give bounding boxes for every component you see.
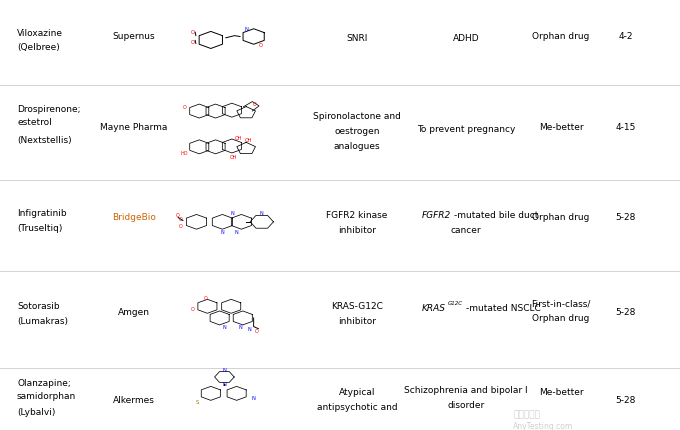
Text: Me-better: Me-better	[539, 123, 583, 131]
Text: (Lybalvi): (Lybalvi)	[17, 408, 55, 416]
Text: 5-28: 5-28	[615, 396, 636, 404]
Text: BridgeBio: BridgeBio	[112, 213, 156, 221]
Text: O: O	[190, 30, 194, 35]
Text: N: N	[260, 210, 264, 215]
Text: inhibitor: inhibitor	[338, 226, 376, 234]
Text: Amgen: Amgen	[118, 307, 150, 316]
Text: Supernus: Supernus	[113, 32, 155, 41]
Text: Schizophrenia and bipolar I: Schizophrenia and bipolar I	[404, 385, 528, 393]
Text: N: N	[222, 324, 226, 329]
Text: (Qelbree): (Qelbree)	[17, 43, 60, 52]
Text: G12C: G12C	[447, 301, 462, 306]
Text: O: O	[204, 295, 208, 300]
Text: Orphan drug: Orphan drug	[532, 314, 590, 322]
Text: O: O	[190, 40, 194, 45]
Text: Olanzapine;: Olanzapine;	[17, 378, 71, 387]
Text: inhibitor: inhibitor	[338, 316, 376, 325]
Text: oestrogen: oestrogen	[335, 127, 379, 135]
Text: N: N	[248, 326, 252, 332]
Text: O: O	[182, 105, 186, 110]
Text: Me-better: Me-better	[539, 387, 583, 396]
Text: O: O	[253, 101, 257, 107]
Text: O: O	[255, 329, 259, 334]
Text: (Nextstellis): (Nextstellis)	[17, 135, 71, 144]
Text: N: N	[222, 381, 226, 387]
Text: N: N	[234, 229, 238, 234]
Text: ADHD: ADHD	[452, 34, 479, 43]
Text: S: S	[196, 399, 199, 405]
Text: OH: OH	[229, 154, 237, 160]
Text: SNRI: SNRI	[346, 34, 368, 43]
Text: N: N	[231, 210, 235, 215]
Text: Atypical: Atypical	[339, 387, 375, 396]
Text: KRAS-G12C: KRAS-G12C	[331, 301, 383, 310]
Text: N: N	[245, 28, 249, 32]
Text: -mutated NSCLC: -mutated NSCLC	[466, 303, 541, 312]
Text: Orphan drug: Orphan drug	[532, 32, 590, 41]
Text: cancer: cancer	[450, 226, 481, 234]
Text: Alkermes: Alkermes	[113, 396, 155, 404]
Text: OH: OH	[235, 135, 243, 141]
Text: N: N	[238, 324, 242, 329]
Text: -mutated bile duct: -mutated bile duct	[454, 211, 539, 219]
Text: (Lumakras): (Lumakras)	[17, 316, 68, 325]
Text: Sotorasib: Sotorasib	[17, 301, 60, 310]
Text: Mayne Pharma: Mayne Pharma	[100, 123, 168, 131]
Text: (Truseltiq): (Truseltiq)	[17, 224, 63, 232]
Text: 5-28: 5-28	[615, 307, 636, 316]
Text: AnyTesting.com: AnyTesting.com	[513, 421, 574, 430]
Text: Viloxazine: Viloxazine	[17, 29, 63, 37]
Text: N: N	[222, 368, 226, 372]
Text: samidorphan: samidorphan	[17, 391, 76, 400]
Text: N: N	[220, 229, 224, 234]
Text: analogues: analogues	[334, 142, 380, 150]
Text: N: N	[251, 395, 255, 400]
Text: Orphan drug: Orphan drug	[532, 213, 590, 221]
Text: estetrol: estetrol	[17, 118, 52, 127]
Text: Drospirenone;: Drospirenone;	[17, 105, 80, 114]
Text: To prevent pregnancy: To prevent pregnancy	[417, 125, 515, 133]
Text: OH: OH	[244, 137, 252, 142]
Text: O: O	[258, 43, 262, 47]
Text: 4-15: 4-15	[615, 123, 636, 131]
Text: First-in-class/: First-in-class/	[531, 299, 591, 307]
Text: FGFR2: FGFR2	[422, 211, 451, 219]
Text: O: O	[178, 216, 182, 221]
Text: 嘉峪检测网: 嘉峪检测网	[513, 409, 541, 418]
Text: disorder: disorder	[447, 400, 484, 408]
Text: O: O	[175, 213, 180, 218]
Text: FGFR2 kinase: FGFR2 kinase	[326, 211, 388, 219]
Text: 5-28: 5-28	[615, 213, 636, 221]
Text: Spironolactone and: Spironolactone and	[313, 112, 401, 120]
Text: 4-2: 4-2	[618, 32, 633, 41]
Text: Infigratinib: Infigratinib	[17, 209, 67, 217]
Text: antipsychotic and: antipsychotic and	[317, 402, 397, 411]
Text: KRAS: KRAS	[422, 303, 445, 312]
Text: HO: HO	[180, 150, 188, 155]
Text: O: O	[190, 306, 194, 311]
Text: O: O	[178, 223, 182, 228]
